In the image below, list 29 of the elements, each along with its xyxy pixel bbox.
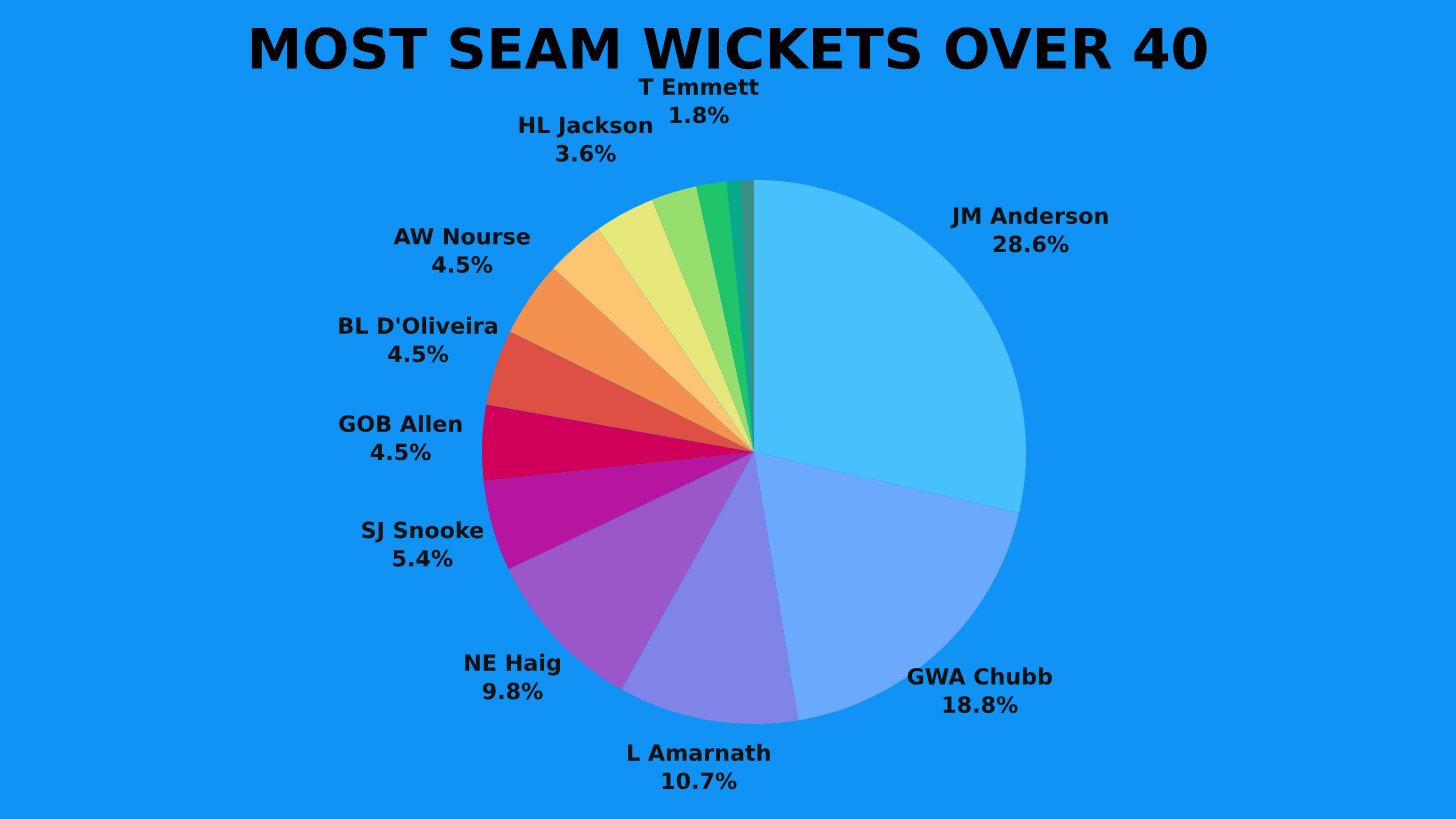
slice-label: NE Haig: [465, 653, 560, 676]
data-label: 4.5%: [432, 256, 493, 273]
pie-slice: [652, 186, 754, 452]
slice-label: GOB Allen: [339, 414, 462, 433]
data-label: 18.8%: [943, 696, 1018, 713]
pie-slice: [696, 181, 754, 452]
slice-label: SJ Snooke: [362, 521, 484, 543]
data-label: 1.8%: [670, 106, 729, 124]
data-label: 4.5%: [370, 443, 431, 461]
slice-label: L Amarnath: [628, 743, 770, 761]
pie-slice: [553, 228, 754, 452]
slice-label: AW Nourse: [393, 228, 530, 245]
data-label: 4.5%: [388, 345, 449, 363]
data-label: 3.6%: [556, 144, 616, 162]
data-label: 5.4%: [393, 549, 453, 567]
slice-label: JM Anderson: [950, 206, 1108, 229]
pie-slice: [482, 404, 754, 481]
data-label: 10.7%: [662, 772, 737, 790]
pie-slice: [598, 199, 754, 452]
pie-slice: [621, 452, 799, 724]
data-label: 9.8%: [482, 682, 543, 700]
slice-label: BL D'Oliveira: [339, 316, 497, 334]
slice-label: T Emmett: [638, 78, 759, 96]
slice-label: GWA Chubb: [907, 667, 1052, 685]
slice-label: HL Jackson: [519, 116, 652, 138]
chart-title: MOST SEAM WICKETS OVER 40: [251, 27, 1207, 70]
pie-slice: [483, 452, 754, 570]
data-label: 28.6%: [993, 235, 1069, 253]
pie-slice: [510, 268, 754, 452]
